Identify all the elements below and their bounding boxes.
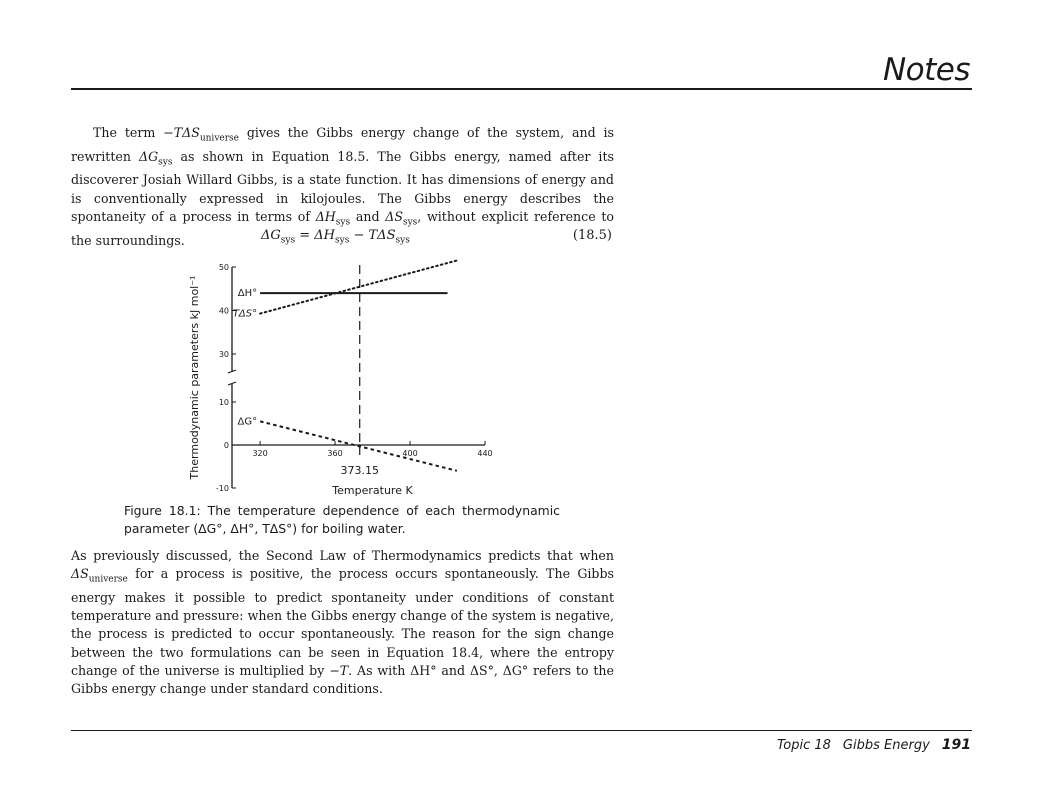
x-tick-label: 320 <box>252 449 267 458</box>
paragraph-intro: The term −TΔSuniverse gives the Gibbs en… <box>71 125 614 248</box>
page-number: 191 <box>941 737 971 753</box>
equation-number: (18.5) <box>572 228 612 243</box>
page-footer: Topic 18 Gibbs Energy 191 <box>777 737 971 753</box>
x-tick-label: 440 <box>477 449 492 458</box>
footer-topic: Topic 18 <box>776 738 831 753</box>
x-axis-title: Temperature K <box>331 484 413 497</box>
y-tick-label: 40 <box>219 307 229 316</box>
paragraph-discussion: As previously discussed, the Second Law … <box>71 548 614 696</box>
equation-body: ΔGsys = ΔHsys − TΔSsys <box>261 228 410 246</box>
series-line-1 <box>259 259 458 315</box>
header-rule <box>71 88 972 90</box>
chart-series <box>259 259 458 472</box>
chart-labels: 373.15 ΔH° TΔS° ΔG° Temperature K Thermodynam… <box>188 276 413 497</box>
figure-caption: Figure 18.1: The temperature dependence … <box>124 503 560 536</box>
series-label-1: TΔS° <box>233 309 257 320</box>
y-tick-label: 10 <box>219 398 229 407</box>
series-label-2: ΔG° <box>238 416 258 427</box>
figure-thermo-chart: -10 0 10 30 40 50 320 360 400 440 373.15 ΔH° TΔS° ΔG… <box>188 259 493 497</box>
chart-ticks: -10 0 10 30 40 50 320 360 400 440 <box>216 263 493 493</box>
x-tick-label: 360 <box>327 449 342 458</box>
equation-18-5: ΔGsys = ΔHsys − TΔSsys (18.5) <box>71 228 614 248</box>
y-axis-break <box>227 369 237 386</box>
footer-rule <box>71 730 972 731</box>
footer-section: Gibbs Energy <box>842 738 930 753</box>
y-tick-label: 50 <box>219 263 229 272</box>
y-tick-label: 0 <box>224 441 229 450</box>
boiling-point-label: 373.15 <box>340 464 379 477</box>
y-tick-label: 30 <box>219 350 229 359</box>
page-header-notes: Notes <box>882 52 971 88</box>
series-line-2 <box>259 420 458 472</box>
series-label-0: ΔH° <box>238 288 257 299</box>
y-tick-label: -10 <box>216 484 229 493</box>
x-tick-label: 400 <box>402 449 417 458</box>
y-axis-title: Thermodynamic parameters kJ mol⁻¹ <box>188 276 201 481</box>
